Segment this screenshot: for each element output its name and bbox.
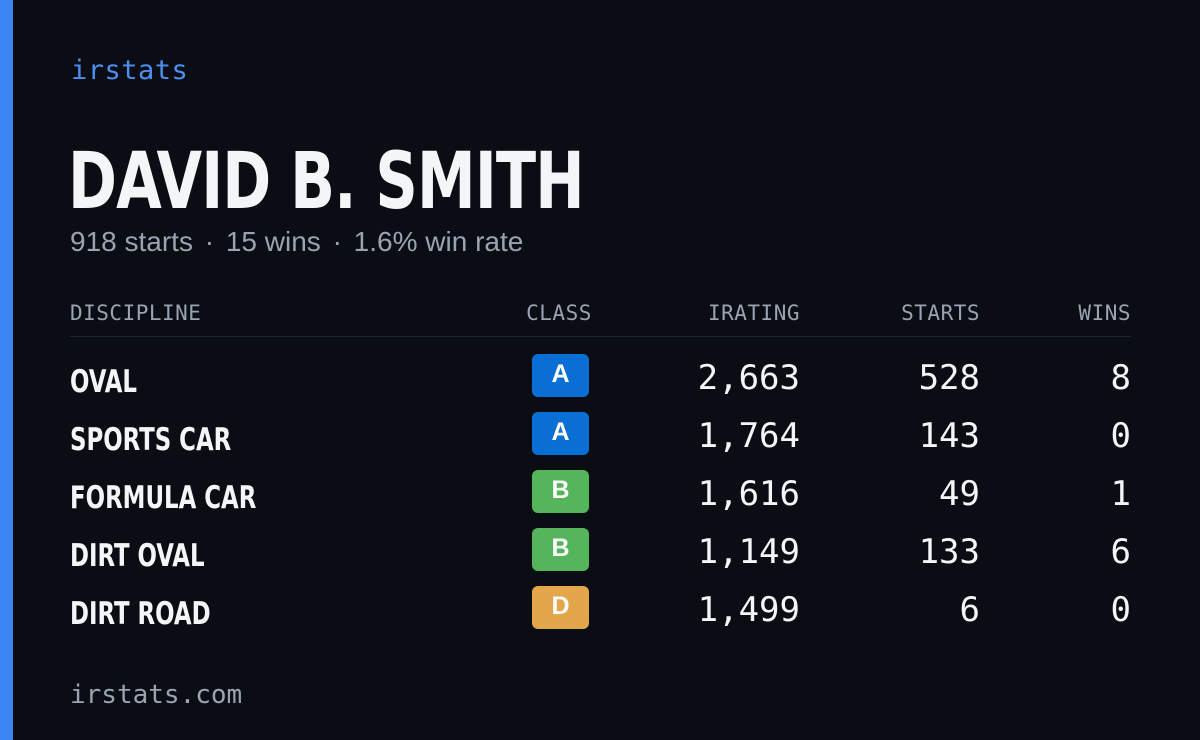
wins-value: 1 [1110, 474, 1131, 514]
starts-value: 6 [959, 590, 980, 630]
discipline-table: OVAL A 2,663 528 8 SPORTS CAR A 1,764 14… [70, 350, 1131, 640]
table-row: FORMULA CAR B 1,616 49 1 [70, 466, 1131, 524]
irating-value: 1,149 [697, 532, 800, 572]
class-badge: D [532, 586, 589, 629]
starts-value: 143 [918, 416, 980, 456]
class-badge: B [532, 470, 589, 513]
discipline-name: OVAL [70, 364, 138, 400]
table-row: SPORTS CAR A 1,764 143 0 [70, 408, 1131, 466]
irating-value: 2,663 [697, 358, 800, 398]
class-badge: A [532, 412, 589, 455]
starts-value: 49 [939, 474, 980, 514]
header-wins: WINS [1078, 301, 1131, 325]
irating-value: 1,616 [697, 474, 800, 514]
driver-name: DAVID B. SMITH [68, 137, 585, 227]
class-badge: B [532, 528, 589, 571]
header-irating: IRATING [707, 301, 800, 325]
table-row: DIRT ROAD D 1,499 6 0 [70, 582, 1131, 640]
wins-summary: 15 wins [225, 226, 321, 257]
starts-value: 528 [918, 358, 980, 398]
wins-value: 0 [1110, 590, 1131, 630]
irating-value: 1,499 [697, 590, 800, 630]
summary-separator: · [332, 226, 342, 257]
header-starts: STARTS [901, 301, 980, 325]
footer-url: irstats.com [70, 680, 243, 710]
header-discipline: DISCIPLINE [70, 301, 202, 325]
wins-value: 8 [1110, 358, 1131, 398]
header-class: CLASS [526, 301, 592, 325]
wins-value: 0 [1110, 416, 1131, 456]
winrate-summary: 1.6% win rate [353, 226, 524, 257]
irating-value: 1,764 [697, 416, 800, 456]
driver-summary: 918 starts · 15 wins · 1.6% win rate [70, 226, 523, 258]
summary-separator: · [204, 226, 215, 257]
table-header: DISCIPLINE CLASS IRATING STARTS WINS [70, 299, 1131, 329]
discipline-name: DIRT ROAD [70, 596, 211, 632]
discipline-name: DIRT OVAL [70, 538, 205, 574]
table-row: OVAL A 2,663 528 8 [70, 350, 1131, 408]
discipline-name: FORMULA CAR [70, 480, 257, 516]
discipline-name: SPORTS CAR [70, 422, 232, 458]
table-row: DIRT OVAL B 1,149 133 6 [70, 524, 1131, 582]
brand-logo-text: irstats [71, 55, 189, 86]
class-badge: A [532, 354, 589, 397]
header-divider [70, 336, 1131, 337]
accent-bar [0, 0, 13, 740]
starts-value: 133 [918, 532, 980, 572]
wins-value: 6 [1110, 532, 1131, 572]
starts-summary: 918 starts [70, 226, 193, 257]
